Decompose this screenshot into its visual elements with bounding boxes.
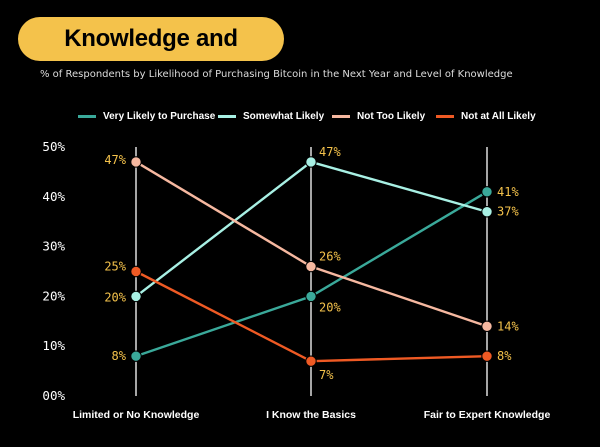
- legend-swatch: [78, 114, 96, 118]
- data-label: 8%: [112, 349, 127, 363]
- y-tick-label: 20%: [42, 288, 65, 303]
- data-point: [130, 290, 142, 303]
- data-point: [130, 265, 142, 278]
- data-label: 8%: [497, 349, 512, 363]
- legend-label: Somewhat Likely: [243, 110, 325, 122]
- data-label: 37%: [497, 205, 519, 219]
- data-label: 14%: [497, 319, 519, 333]
- chart-legend: Very Likely to Purchase Somewhat Likely No…: [78, 108, 538, 124]
- x-tick-label: I Know the Basics: [266, 409, 356, 421]
- x-tick-label: Fair to Expert Knowledge: [424, 409, 551, 421]
- data-point: [130, 156, 142, 168]
- data-label: 47%: [319, 145, 341, 159]
- legend-swatch: [332, 114, 350, 118]
- x-tick-label: Limited or No Knowledge: [73, 409, 200, 421]
- legend-item: Not Too Likely: [332, 108, 425, 124]
- data-label: 20%: [104, 290, 126, 304]
- data-point: [305, 156, 317, 168]
- title-badge: Knowledge and Optimism: [18, 17, 284, 96]
- y-tick-label: 50%: [42, 139, 65, 154]
- legend-item: Very Likely to Purchase: [78, 108, 215, 124]
- legend-label: Not at All Likely: [461, 110, 536, 122]
- data-point: [481, 320, 493, 332]
- data-point: [481, 350, 493, 362]
- y-tick-label: 00%: [42, 388, 65, 403]
- legend-swatch: [436, 114, 454, 118]
- page-title: Knowledge and Optimism: [64, 25, 238, 96]
- y-tick-label: 40%: [42, 189, 65, 204]
- data-label: 41%: [497, 185, 519, 199]
- y-tick-label: 10%: [42, 338, 65, 353]
- data-label: 47%: [104, 153, 126, 167]
- data-point: [305, 355, 317, 367]
- chart-subtitle: % of Respondents by Likelihood of Purcha…: [40, 69, 513, 80]
- data-label: 26%: [319, 250, 341, 264]
- data-point: [305, 290, 317, 303]
- data-label: 7%: [319, 368, 334, 382]
- data-label: 25%: [104, 260, 126, 274]
- data-point: [305, 260, 317, 273]
- data-point: [481, 186, 493, 198]
- legend-label: Not Too Likely: [357, 110, 426, 122]
- legend-label: Very Likely to Purchase: [103, 110, 216, 122]
- legend-item: Somewhat Likely: [218, 108, 324, 124]
- y-tick-label: 30%: [42, 239, 65, 254]
- data-point: [130, 350, 142, 362]
- legend-swatch: [218, 114, 236, 118]
- data-label: 20%: [319, 300, 341, 314]
- legend-item: Not at All Likely: [436, 108, 536, 124]
- data-point: [481, 206, 493, 218]
